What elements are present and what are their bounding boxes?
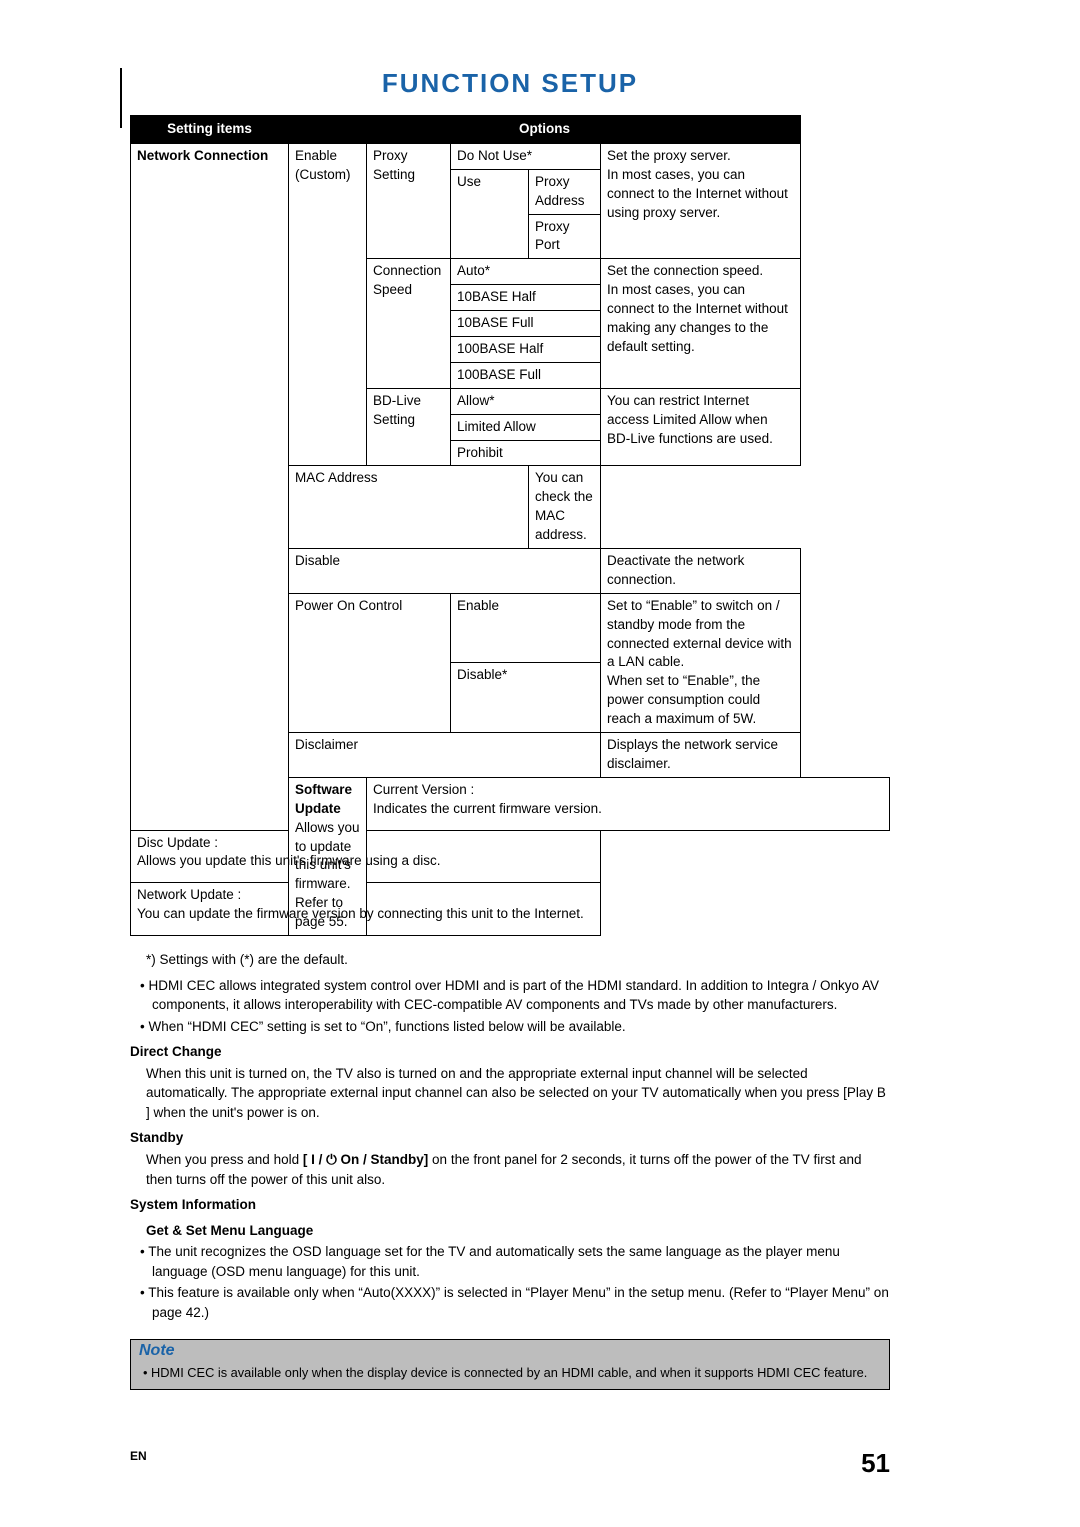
cell-power-on-control: Power On Control (289, 593, 451, 732)
table-row: Disc Update : Allows you update this uni… (131, 830, 890, 883)
heading-standby: Standby (130, 1128, 890, 1148)
cell-disc-update: Disc Update : Allows you update this uni… (131, 830, 601, 883)
text-standby: When you press and hold [ I / ⏻ On / Sta… (146, 1150, 890, 1189)
cell-network-connection: Network Connection (131, 143, 289, 830)
table-header-row: Setting items Options (131, 116, 890, 144)
cell-do-not-use: Do Not Use* (451, 143, 601, 169)
body-text: *) Settings with (*) are the default. HD… (130, 950, 890, 1323)
cell-disable: Disable (289, 549, 601, 594)
standby-bold: [ I / ⏻ On / Standby] (303, 1152, 428, 1167)
note-bullet: HDMI CEC is available only when the disp… (139, 1364, 881, 1381)
table-row: Network Update : You can update the firm… (131, 883, 890, 936)
bullet-hdmi-cec: HDMI CEC allows integrated system contro… (130, 976, 890, 1015)
page-title: FUNCTION SETUP (130, 68, 890, 99)
bullet-hdmi-cec2: When “HDMI CEC” setting is set to “On”, … (130, 1017, 890, 1037)
heading-get-set-menu-language: Get & Set Menu Language (146, 1221, 890, 1241)
cell-poc-enable: Enable (451, 593, 601, 663)
cell-bdlive-desc: You can restrict Internet access Limited… (601, 388, 801, 466)
col-options: Options (289, 116, 801, 144)
standby-pre: When you press and hold (146, 1152, 303, 1167)
cell-mac-address: MAC Address (289, 466, 529, 549)
function-setup-table: Setting items Options Network Connection… (130, 115, 890, 936)
cell-100base-half: 100BASE Half (451, 337, 601, 363)
cell-disclaimer-desc: Displays the network service disclaimer. (601, 733, 801, 778)
cell-use: Use (451, 169, 529, 259)
cell-10base-half: 10BASE Half (451, 285, 601, 311)
note-body: HDMI CEC is available only when the disp… (131, 1362, 889, 1389)
table-row: Network Connection Enable (Custom) Proxy… (131, 143, 890, 169)
cell-poc-disable: Disable* (451, 663, 601, 733)
bullet-sysinfo-1: The unit recognizes the OSD language set… (130, 1242, 890, 1281)
cell-current-version: Current Version : Indicates the current … (367, 777, 890, 830)
page-content: FUNCTION SETUP Setting items Options Net… (130, 68, 890, 1390)
cell-bdlive-setting: BD-Live Setting (367, 388, 451, 466)
text-direct-change: When this unit is turned on, the TV also… (146, 1064, 890, 1123)
cell-connection-speed: Connection Speed (367, 259, 451, 388)
cell-proxy-desc: Set the proxy server. In most cases, you… (601, 143, 801, 258)
note-title: Note (131, 1340, 889, 1362)
bullet-sysinfo-2: This feature is available only when “Aut… (130, 1283, 890, 1322)
cell-poc-desc: Set to “Enable” to switch on / standby m… (601, 593, 801, 732)
cell-proxy-port: Proxy Port (529, 214, 601, 259)
heading-system-information: System Information (130, 1195, 890, 1215)
cell-disclaimer: Disclaimer (289, 733, 601, 778)
heading-direct-change: Direct Change (130, 1042, 890, 1062)
footer-page-number: 51 (861, 1448, 890, 1479)
label-software-update: Software Update (295, 782, 352, 816)
cell-speed-desc: Set the connection speed. In most cases,… (601, 259, 801, 388)
footer-lang: EN (130, 1449, 147, 1463)
cell-proxy-setting: Proxy Setting (367, 143, 451, 258)
col-setting-items: Setting items (131, 116, 289, 144)
cell-bdlive-prohibit: Prohibit (451, 440, 601, 466)
side-rule (120, 68, 122, 128)
cell-proxy-address: Proxy Address (529, 169, 601, 214)
cell-100base-full: 100BASE Full (451, 362, 601, 388)
cell-enable-custom: Enable (Custom) (289, 143, 367, 466)
note-box: Note HDMI CEC is available only when the… (130, 1339, 890, 1390)
cell-10base-full: 10BASE Full (451, 311, 601, 337)
cell-speed-auto: Auto* (451, 259, 601, 285)
cell-bdlive-limited: Limited Allow (451, 414, 601, 440)
cell-network-update: Network Update : You can update the firm… (131, 883, 601, 936)
cell-mac-desc: You can check the MAC address. (529, 466, 601, 549)
default-note: *) Settings with (*) are the default. (146, 950, 890, 970)
cell-disable-desc: Deactivate the network connection. (601, 549, 801, 594)
page-footer: EN 51 (130, 1448, 890, 1479)
cell-bdlive-allow: Allow* (451, 388, 601, 414)
label-network-connection: Network Connection (137, 148, 268, 163)
